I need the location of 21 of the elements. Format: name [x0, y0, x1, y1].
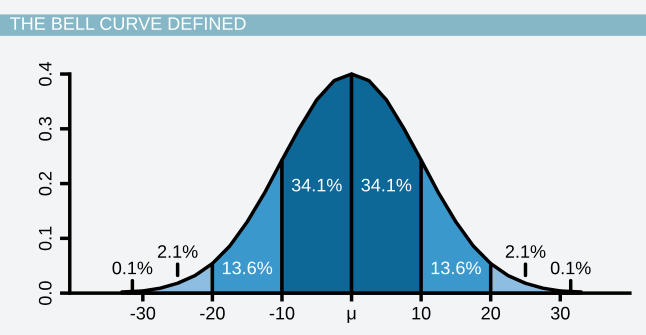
annotation: 13.6%	[432, 262, 481, 274]
y-tick-label: 0.3	[38, 117, 52, 141]
annotation: 34.1%	[292, 178, 342, 192]
annotation: 2.1%	[158, 245, 198, 258]
y-tick-label: 0.2	[38, 172, 52, 196]
x-tick-label: 10	[412, 306, 430, 320]
annotation: 0.1%	[550, 262, 591, 274]
annotation: 0.1%	[112, 262, 152, 274]
y-tick-label: 0.1	[38, 226, 52, 250]
chart-title: THE BELL CURVE DEFINED	[10, 17, 246, 30]
x-tick-label: 20	[482, 306, 500, 320]
x-tick-label: -10	[270, 306, 294, 320]
annotation: 2.1%	[506, 245, 546, 258]
y-tick-label: 0.4	[38, 62, 52, 86]
annotation: 34.1%	[361, 178, 412, 192]
x-tick-label: -30	[130, 306, 156, 320]
x-tick-label: -20	[200, 306, 225, 320]
annotation: 13.6%	[222, 262, 272, 274]
x-tick-label: μ	[348, 310, 356, 323]
x-tick-label: 30	[550, 306, 570, 320]
y-tick-label: 0.0	[38, 281, 52, 305]
